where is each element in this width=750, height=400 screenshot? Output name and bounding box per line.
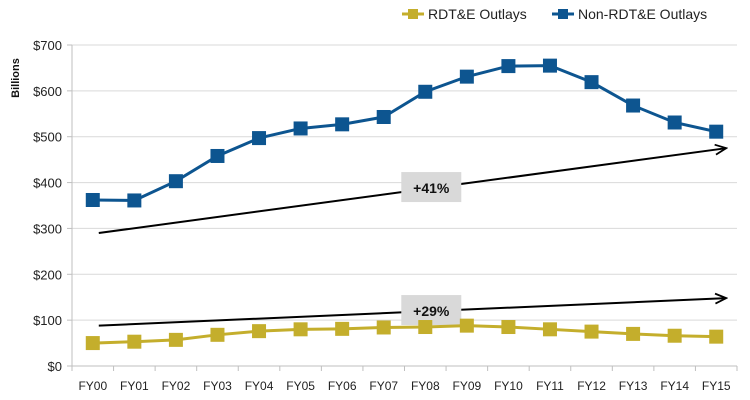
y-tick-label: $100 <box>33 313 62 328</box>
x-tick-label: FY09 <box>453 379 482 393</box>
data-point <box>418 84 433 99</box>
x-tick-label: FY12 <box>577 379 606 393</box>
annotation-box <box>401 172 462 203</box>
y-tick-label: $0 <box>48 359 62 374</box>
data-point <box>709 124 724 139</box>
annotation-label: +29% <box>413 303 450 319</box>
y-tick-label: $300 <box>33 221 62 236</box>
data-point <box>335 117 350 132</box>
series-line <box>92 324 717 345</box>
data-point <box>376 320 391 335</box>
data-point <box>418 320 433 335</box>
data-point <box>293 121 308 136</box>
data-point <box>584 75 599 90</box>
data-point <box>335 321 350 336</box>
series-group <box>85 58 724 351</box>
data-point <box>501 59 516 74</box>
legend: RDT&E Outlays Non-RDT&E Outlays <box>402 6 707 22</box>
data-point <box>542 58 557 73</box>
x-tick-label: FY03 <box>203 379 232 393</box>
legend-item: RDT&E Outlays <box>402 6 527 22</box>
y-tick-label: $400 <box>33 176 62 191</box>
y-tick-label: $200 <box>33 267 62 282</box>
data-point <box>127 193 142 208</box>
data-point <box>459 69 474 84</box>
y-axis-label: Billions <box>10 58 22 98</box>
x-axis: FY00 FY01 FY02 FY03 FY04 FY05 FY06 FY07 FY08 FY09… <box>71 365 738 393</box>
data-point <box>667 115 682 130</box>
x-tick-label: FY15 <box>702 379 731 393</box>
data-point <box>168 332 183 347</box>
data-point <box>709 329 724 344</box>
data-point <box>667 328 682 343</box>
x-tick-label: FY10 <box>494 379 523 393</box>
x-tick-label: FY11 <box>536 379 564 393</box>
legend-marker <box>408 9 418 19</box>
y-tick-label: $700 <box>33 38 62 53</box>
x-tick-label: FY01 <box>120 379 149 393</box>
x-tick-label: FY08 <box>411 379 440 393</box>
x-tick-label: FY07 <box>369 379 398 393</box>
data-point <box>210 148 225 163</box>
x-tick-label: FY00 <box>78 379 107 393</box>
y-tick-label: $500 <box>33 130 62 145</box>
data-point <box>252 324 267 339</box>
legend-marker <box>558 9 568 19</box>
annotation-label: +41% <box>413 180 450 196</box>
series-non-rdt-e-outlays <box>85 58 724 208</box>
data-point <box>85 336 100 351</box>
x-tick-label: FY05 <box>286 379 315 393</box>
data-point <box>501 320 516 335</box>
x-tick-label: FY14 <box>660 379 689 393</box>
data-point <box>293 322 308 337</box>
series-line <box>92 64 717 202</box>
data-point <box>376 109 391 124</box>
legend-item: Non-RDT&E Outlays <box>552 6 707 22</box>
x-tick-label: FY02 <box>162 379 191 393</box>
x-tick-label: FY13 <box>619 379 648 393</box>
legend-label: Non-RDT&E Outlays <box>578 6 707 22</box>
x-tick-label: FY06 <box>328 379 357 393</box>
y-axis: $0 $100 $200 $300 $400 $500 $600 $700 <box>33 38 73 374</box>
data-point <box>626 326 641 341</box>
data-point <box>584 324 599 339</box>
data-point <box>252 131 267 146</box>
series-rdt-e-outlays <box>85 318 724 351</box>
annotations: +41% +29% <box>98 148 726 327</box>
legend-label: RDT&E Outlays <box>428 6 527 22</box>
data-point <box>542 322 557 337</box>
data-point <box>210 327 225 342</box>
data-point <box>168 174 183 189</box>
data-point <box>626 98 641 113</box>
data-point <box>85 192 100 207</box>
data-point <box>127 334 142 349</box>
y-tick-label: $600 <box>33 84 62 99</box>
x-tick-label: FY04 <box>245 379 274 393</box>
data-point <box>459 318 474 333</box>
